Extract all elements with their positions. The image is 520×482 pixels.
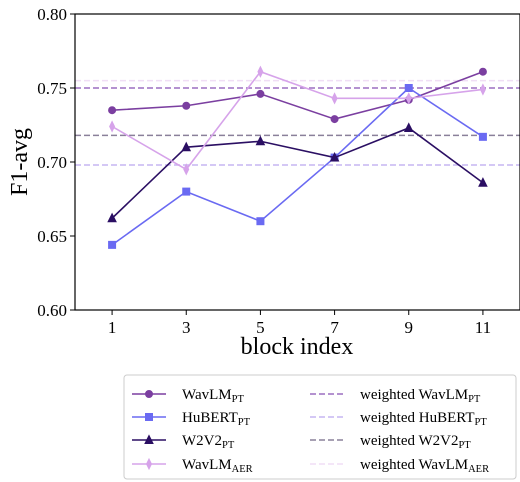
x-axis-label: block index — [241, 334, 354, 360]
legend-marker — [145, 390, 153, 398]
data-point-s4-5 — [405, 92, 412, 105]
x-tick-label: 9 — [405, 318, 414, 337]
data-point-s4-2 — [183, 163, 190, 176]
legend-label: WavLMPT — [182, 387, 244, 405]
legend-label: weighted WavLMAER — [360, 457, 489, 475]
legend-marker — [144, 434, 154, 444]
data-point-s2-2 — [182, 187, 191, 196]
series-line-3 — [111, 127, 484, 219]
x-axis-ticks: 1 3 5 7 9 11 — [108, 310, 491, 337]
x-tick-label: 5 — [256, 318, 265, 337]
data-point-s4-6 — [479, 83, 486, 96]
y-axis-label: F1-avg — [7, 128, 33, 196]
data-point-s4-3 — [257, 65, 264, 78]
y-tick-label: 0.65 — [37, 227, 67, 246]
data-point-s2-5 — [404, 84, 413, 92]
reference-lines — [75, 79, 520, 166]
series-line-1 — [112, 70, 484, 120]
legend: WavLMPT HuBERTPT W2V2PT WavLMAER weighted Wa… — [123, 374, 517, 480]
legend-label: WavLMAER — [182, 457, 253, 475]
series-line-2 — [111, 86, 484, 246]
legend-label: W2V2PT — [182, 433, 235, 451]
data-point-s3-3 — [255, 135, 266, 146]
data-point-s4-4 — [331, 92, 338, 105]
legend-label: weighted HuBERTPT — [360, 410, 487, 428]
legend-label: HuBERTPT — [182, 410, 251, 428]
data-point-s3-1 — [107, 212, 117, 223]
data-point-s3-2 — [181, 141, 192, 152]
data-point-s1-2 — [182, 101, 191, 110]
data-point-s1-4 — [330, 115, 339, 124]
legend-label: weighted W2V2PT — [360, 433, 471, 451]
data-point-s3-5 — [403, 122, 414, 132]
data-point-s1-1 — [108, 106, 117, 115]
y-tick-label: 0.80 — [37, 5, 67, 24]
legend-marker — [145, 457, 153, 471]
plot-frame — [74, 13, 520, 311]
legend-marker — [145, 413, 153, 421]
data-point-s3-4 — [329, 151, 340, 162]
legend-label: weighted WavLMPT — [360, 387, 481, 405]
data-point-s2-6 — [478, 132, 487, 141]
data-point-s2-1 — [108, 240, 117, 249]
x-tick-label: 1 — [108, 318, 117, 337]
series-line-4 — [111, 70, 484, 171]
data-point-s1-3 — [256, 89, 265, 98]
y-tick-label: 0.70 — [37, 153, 67, 172]
data-point-s2-3 — [256, 217, 265, 226]
series-lines — [107, 65, 488, 249]
y-axis-ticks: 0.60 0.65 0.70 0.75 0.80 — [37, 5, 75, 320]
y-tick-label: 0.60 — [37, 301, 67, 320]
y-tick-label: 0.75 — [37, 79, 67, 98]
x-tick-label: 7 — [330, 318, 339, 337]
data-point-s1-6 — [478, 67, 487, 76]
legend-frame — [123, 374, 517, 480]
data-point-s3-6 — [478, 177, 488, 187]
x-tick-label: 11 — [475, 318, 491, 337]
data-point-s4-1 — [109, 120, 116, 133]
x-tick-label: 3 — [182, 318, 191, 337]
